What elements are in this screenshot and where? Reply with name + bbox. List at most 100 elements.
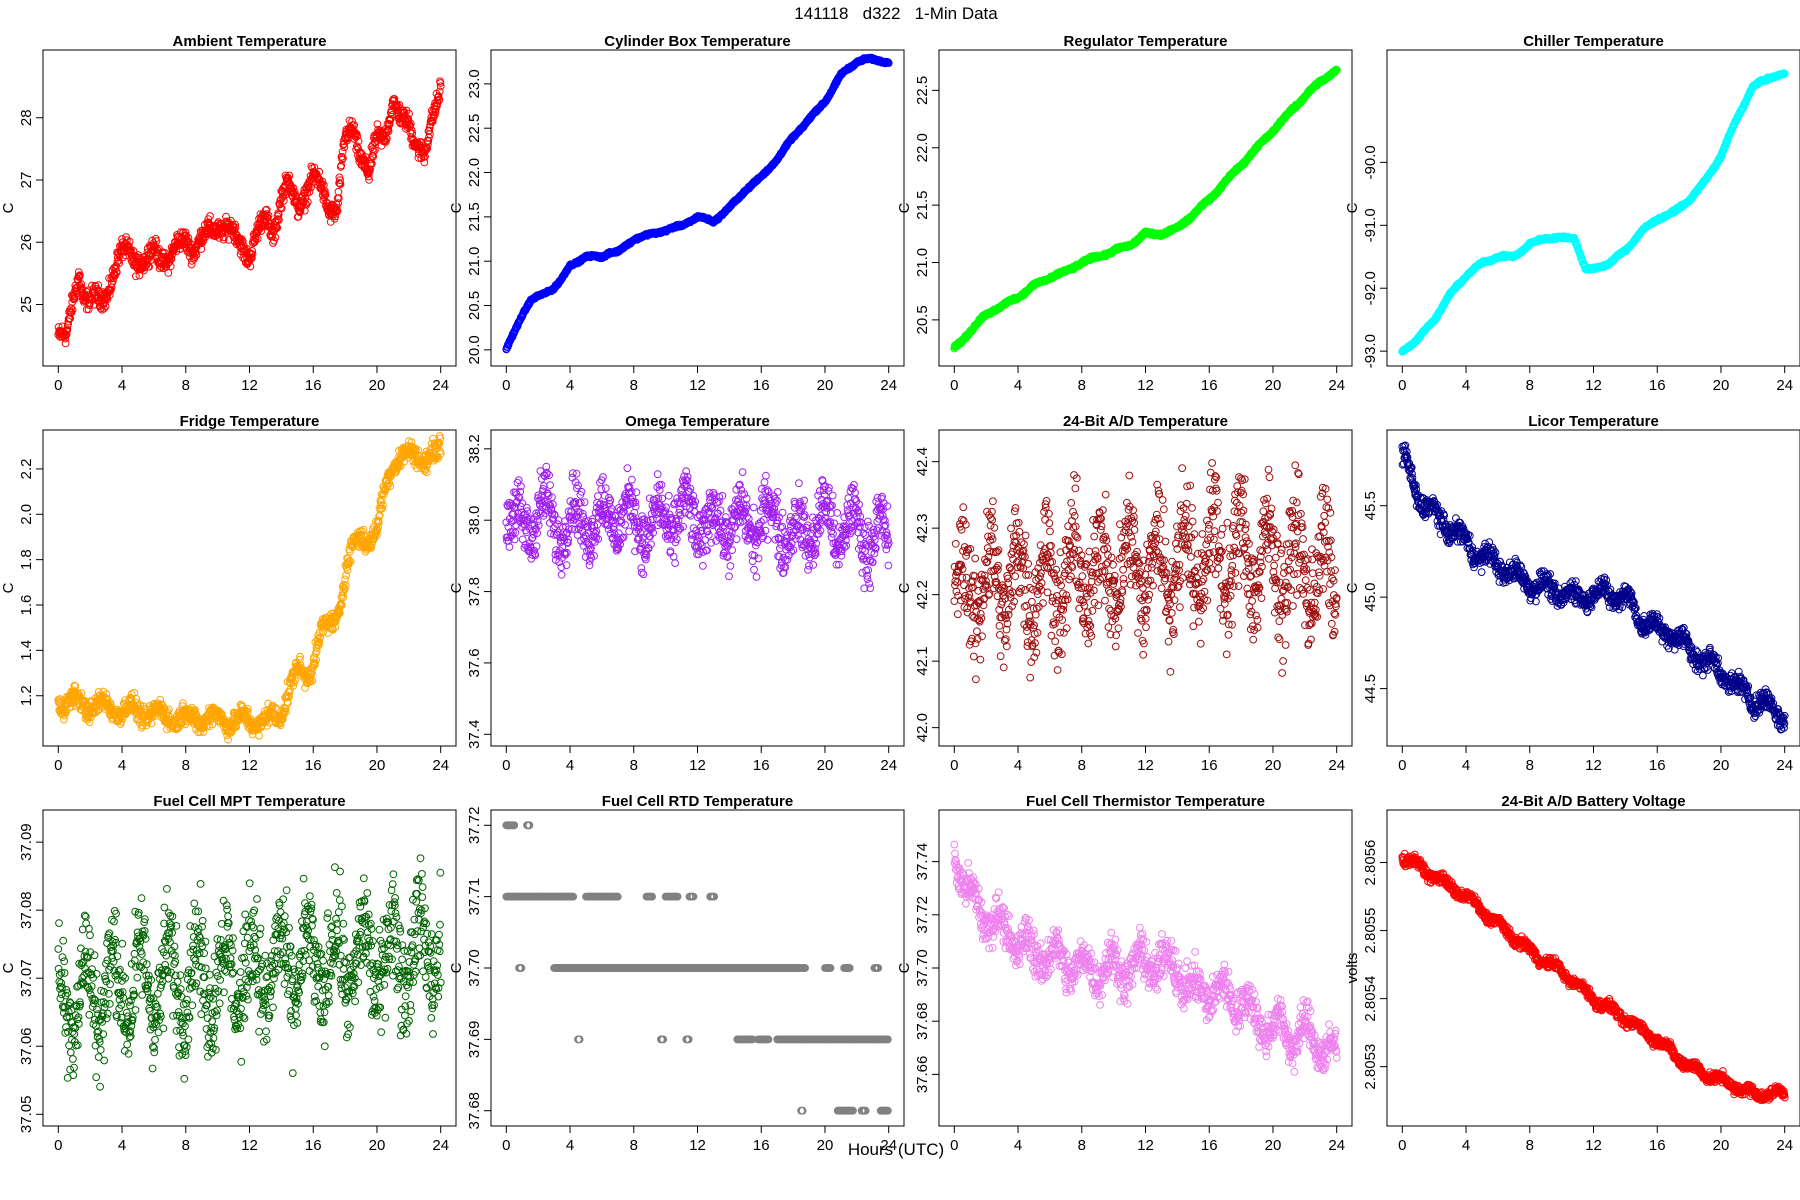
panel-title: Ambient Temperature bbox=[173, 33, 327, 50]
data-point bbox=[77, 280, 86, 289]
x-tick-label: 0 bbox=[54, 377, 62, 394]
x-tick-label: 0 bbox=[950, 377, 958, 394]
data-point bbox=[147, 256, 156, 264]
data-point bbox=[248, 250, 257, 259]
panel-title: Chiller Temperature bbox=[1523, 33, 1664, 50]
plot-frame bbox=[1386, 49, 1800, 367]
y-tick-label: 27 bbox=[18, 172, 35, 189]
data-point bbox=[67, 304, 76, 313]
data-point bbox=[142, 261, 151, 269]
data-point bbox=[152, 237, 161, 246]
points-fridge-temperature bbox=[54, 432, 445, 744]
x-tick-label: 12 bbox=[1137, 377, 1154, 394]
figure-xlabel: Hours (UTC) bbox=[848, 1140, 944, 1159]
data-point bbox=[247, 254, 256, 263]
data-point bbox=[151, 247, 159, 255]
x-tick-label: 20 bbox=[1265, 377, 1282, 394]
panel-title: Regulator Temperature bbox=[1064, 33, 1228, 50]
data-point bbox=[68, 306, 77, 314]
data-point bbox=[129, 247, 138, 255]
x-tick-label: 16 bbox=[1649, 377, 1666, 394]
data-point bbox=[61, 334, 70, 343]
y-tick-label: 22.0 bbox=[466, 158, 483, 187]
data-point bbox=[112, 268, 121, 277]
x-tick-label: 16 bbox=[305, 377, 322, 394]
y-tick-label: 21.0 bbox=[466, 247, 483, 276]
points-cylinder-box-temperature bbox=[502, 53, 893, 354]
y-tick-label: 21.5 bbox=[914, 191, 931, 220]
panel-title: Cylinder Box Temperature bbox=[604, 33, 790, 50]
y-tick-label: -93.0 bbox=[1362, 334, 1379, 368]
x-tick-label: 0 bbox=[1398, 377, 1406, 394]
data-point bbox=[113, 253, 122, 262]
x-tick-label: 4 bbox=[118, 377, 126, 394]
x-tick-label: 8 bbox=[1526, 377, 1534, 394]
points-ambient-temperature bbox=[54, 77, 445, 348]
x-tick-label: 24 bbox=[1776, 377, 1793, 394]
data-point bbox=[113, 257, 122, 266]
points-regulator-temperature bbox=[950, 65, 1341, 353]
x-tick-label: 12 bbox=[241, 377, 258, 394]
data-point bbox=[125, 237, 134, 246]
data-point bbox=[101, 298, 109, 307]
data-point bbox=[77, 283, 85, 292]
data-point bbox=[61, 339, 70, 348]
y-tick-label: 20.0 bbox=[466, 335, 483, 364]
data-point bbox=[166, 262, 175, 271]
x-tick-label: 12 bbox=[689, 377, 706, 394]
y-tick-label: 22.5 bbox=[466, 114, 483, 143]
y-tick-label: -92.0 bbox=[1362, 271, 1379, 305]
x-tick-label: 4 bbox=[1014, 377, 1022, 394]
y-tick-label: 20.5 bbox=[914, 305, 931, 334]
data-point bbox=[164, 269, 173, 277]
data-point bbox=[70, 292, 79, 301]
data-point bbox=[222, 212, 230, 221]
data-point bbox=[197, 245, 206, 253]
points-chiller-temperature bbox=[1398, 69, 1789, 356]
x-tick-label: 8 bbox=[182, 377, 190, 394]
y-tick-label: -90.0 bbox=[1362, 145, 1379, 179]
data-point bbox=[246, 262, 255, 271]
x-tick-label: 4 bbox=[566, 377, 574, 394]
x-tick-label: 0 bbox=[502, 377, 510, 394]
x-tick-label: 24 bbox=[1328, 377, 1345, 394]
x-tick-label: 20 bbox=[369, 377, 386, 394]
x-tick-label: 16 bbox=[753, 377, 770, 394]
y-tick-label: 21.0 bbox=[914, 248, 931, 277]
y-axis-label: C bbox=[448, 202, 465, 213]
figure-title: 141118 d322 1-Min Data bbox=[794, 4, 998, 23]
x-tick-label: 8 bbox=[1078, 377, 1086, 394]
data-point bbox=[132, 272, 140, 281]
y-tick-label: 20.5 bbox=[466, 291, 483, 320]
data-point bbox=[238, 237, 247, 246]
data-point bbox=[231, 220, 240, 229]
y-tick-label: 22.0 bbox=[914, 133, 931, 162]
data-point bbox=[63, 325, 72, 334]
x-tick-label: 20 bbox=[817, 377, 834, 394]
data-point bbox=[70, 295, 79, 303]
data-point bbox=[124, 242, 133, 251]
data-point bbox=[62, 331, 70, 340]
x-tick-label: 4 bbox=[1462, 377, 1470, 394]
data-point bbox=[220, 233, 228, 242]
plot-frame bbox=[490, 49, 905, 367]
x-tick-label: 8 bbox=[630, 377, 638, 394]
y-tick-label: 26 bbox=[18, 234, 35, 251]
y-axis-label: C bbox=[896, 202, 913, 213]
data-point bbox=[74, 268, 83, 277]
data-point bbox=[184, 234, 193, 242]
data-point bbox=[248, 247, 257, 255]
x-tick-label: 20 bbox=[1713, 377, 1730, 394]
data-point bbox=[167, 255, 176, 263]
y-axis-label: C bbox=[0, 202, 17, 213]
data-point bbox=[206, 212, 214, 220]
x-tick-label: 12 bbox=[1585, 377, 1602, 394]
data-point bbox=[145, 262, 154, 271]
data-point bbox=[76, 271, 84, 280]
data-point bbox=[190, 253, 199, 262]
